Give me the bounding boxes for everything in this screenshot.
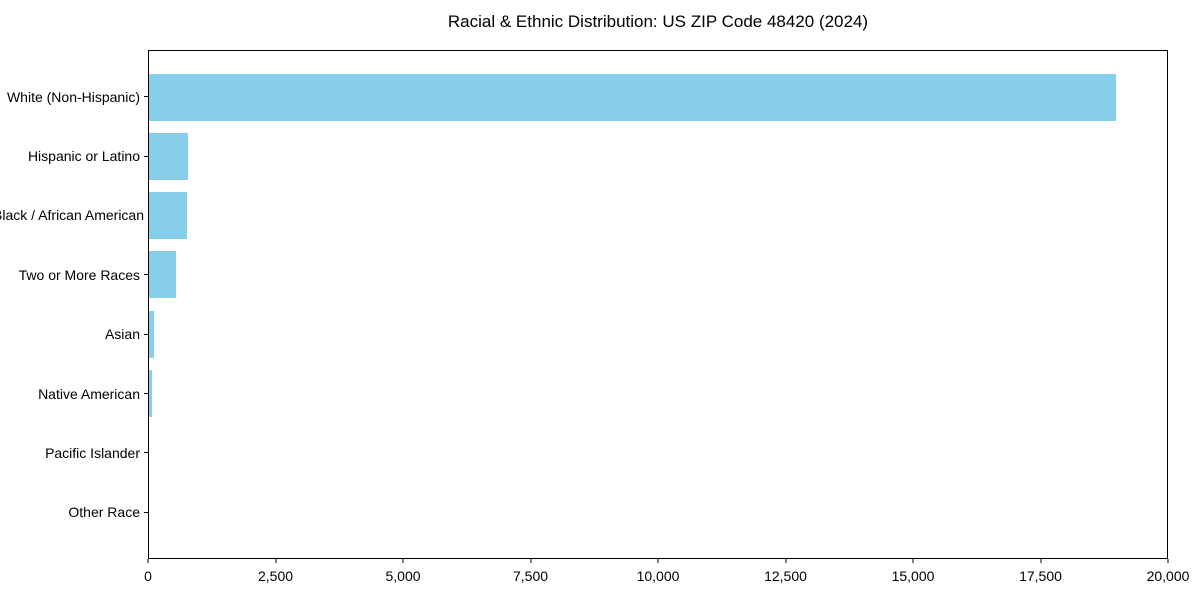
x-tick-label: 7,500: [512, 568, 549, 584]
x-tick-label: 0: [144, 568, 152, 584]
plot-area: [148, 50, 1168, 559]
x-tick-mark: [275, 559, 276, 563]
x-tick-label: 5,000: [385, 568, 421, 584]
y-tick-mark: [144, 393, 148, 395]
y-tick-label: Asian: [104, 326, 140, 343]
y-tick-label: Native American: [38, 385, 140, 402]
x-tick-mark: [402, 559, 404, 563]
x-tick-mark: [912, 559, 914, 563]
x-tick-mark: [785, 559, 786, 563]
x-tick-label: 17,500: [1019, 568, 1062, 584]
bar-row: [149, 186, 1167, 245]
y-row: Two or More Races: [0, 245, 148, 304]
bar: [149, 251, 176, 299]
x-tick-label: 12,500: [764, 568, 807, 584]
y-tick-mark: [144, 155, 148, 157]
x-tick-label: 20,000: [1146, 568, 1190, 584]
y-row: Native American: [0, 364, 148, 423]
x-tick-mark: [1167, 559, 1169, 563]
bar-row: [149, 68, 1167, 127]
x-tick-mark: [147, 559, 149, 563]
y-tick-label: Two or More Races: [18, 266, 140, 283]
y-tick-label: Pacific Islander: [45, 444, 140, 461]
y-tick-label: White (Non-Hispanic): [6, 88, 140, 105]
chart-title: Racial & Ethnic Distribution: US ZIP Cod…: [447, 12, 869, 31]
x-tick-mark: [530, 559, 531, 563]
bars-container: [149, 51, 1167, 558]
y-tick-mark: [144, 333, 148, 335]
bar-row: [149, 305, 1167, 364]
y-row: Black / African American: [0, 186, 148, 245]
y-row: Pacific Islander: [0, 423, 148, 482]
bar: [149, 133, 189, 181]
y-tick-label: Other Race: [68, 504, 140, 521]
x-axis-labels: 0 2,500 5,000 7,500 10,000 12,500 15,000 17,500…: [144, 559, 1189, 599]
y-tick-mark: [144, 452, 148, 454]
x-tick-label: 15,000: [891, 568, 935, 584]
x-tick-label: 2,500: [257, 568, 294, 584]
y-row: White (Non-Hispanic): [0, 67, 148, 126]
bar: [149, 74, 1117, 122]
x-tick-mark: [657, 559, 659, 563]
x-tick-label: 10,000: [636, 568, 680, 584]
y-tick-mark: [144, 511, 148, 513]
y-tick-mark: [144, 274, 148, 276]
bar-row: [149, 364, 1167, 423]
bar: [149, 369, 152, 417]
y-row: Asian: [0, 305, 148, 364]
y-tick-label: Black / African American: [0, 207, 144, 224]
bar-row: [149, 423, 1167, 482]
x-tick-mark: [1040, 559, 1041, 563]
y-tick-label: Hispanic or Latino: [27, 148, 140, 165]
bar: [149, 310, 154, 358]
y-tick-mark: [144, 96, 148, 98]
bar-row: [149, 127, 1167, 186]
bar: [149, 192, 187, 240]
bar-row: [149, 482, 1167, 541]
y-row: Hispanic or Latino: [0, 126, 148, 185]
bar-row: [149, 245, 1167, 304]
y-row: Other Race: [0, 483, 148, 542]
y-axis-labels: White (Non-Hispanic) Hispanic or Latino Bl…: [0, 50, 148, 559]
